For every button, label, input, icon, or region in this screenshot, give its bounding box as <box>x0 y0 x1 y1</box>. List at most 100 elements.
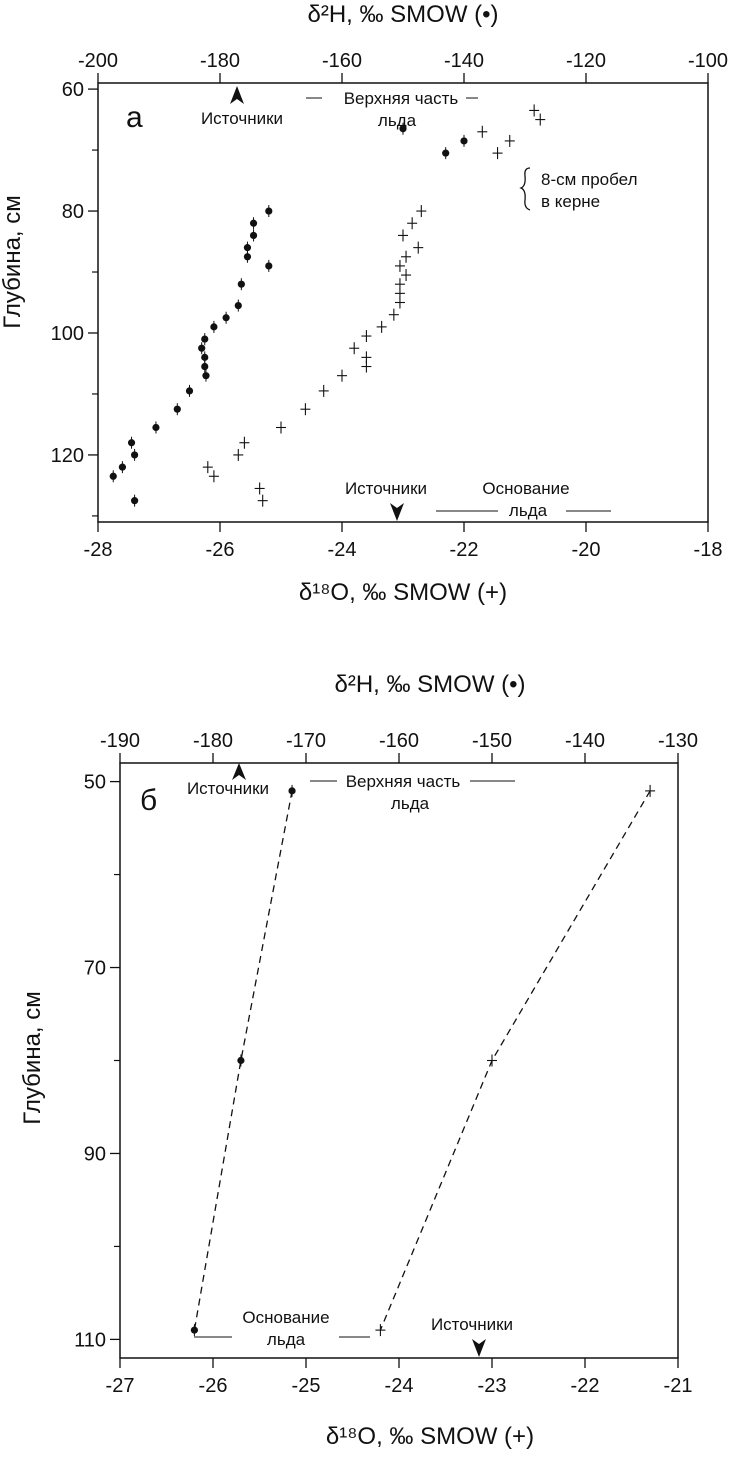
bottom-tick-label: -26 <box>206 539 235 561</box>
top-tick-label: -100 <box>688 50 728 72</box>
top-tick-label: -150 <box>472 730 512 752</box>
panel-b-ice-base-label-1: Основание <box>242 1308 329 1327</box>
dh-point <box>190 1326 198 1334</box>
panel-a-top-axis-title: δ²H, ‰ SMOW (•) <box>307 1 498 28</box>
do-point <box>407 217 418 230</box>
panel-b-ice-base-label-2: льда <box>267 1330 306 1349</box>
depth-tick-label: 70 <box>84 958 106 980</box>
panel-a-ice-top-label-2: льда <box>378 111 417 130</box>
do-point <box>300 403 311 416</box>
top-tick-label: -170 <box>286 730 326 752</box>
do-point <box>257 494 268 507</box>
do-point <box>337 369 347 382</box>
top-tick-label: -120 <box>566 50 606 72</box>
dh-point <box>460 137 468 145</box>
panel-a-ice-base-label-1: Основание <box>482 479 569 498</box>
panel-a-depth-axis-title: Глубина, см <box>0 195 26 329</box>
depth-tick-label: 120 <box>51 445 84 467</box>
panel-b-letter: б <box>140 784 157 817</box>
dh-point <box>201 353 209 361</box>
panel-a-core-gap-label-1: 8-см пробел <box>541 170 638 189</box>
do-point <box>361 330 372 343</box>
bottom-tick-label: -26 <box>199 1375 228 1397</box>
panel-b-sources-bottom-arrow-icon <box>472 1339 486 1357</box>
dh-point <box>249 231 258 240</box>
panel-b-data-points <box>190 784 656 1337</box>
do-point <box>401 269 412 282</box>
panel-a-bottom-axis-ticks: -28 -26 -24 -22 -20 -18 <box>84 522 723 561</box>
do-point <box>276 421 286 434</box>
do-point <box>413 241 424 254</box>
dh-point <box>173 405 181 413</box>
dh-point <box>265 207 273 215</box>
panel-b-sources-top-label: Источники <box>187 779 269 798</box>
top-tick-label: -160 <box>322 50 362 72</box>
bottom-tick-label: -27 <box>106 1375 135 1397</box>
do-point <box>416 205 427 218</box>
dh-point <box>237 1056 245 1065</box>
top-tick-label: -200 <box>78 50 118 72</box>
do-point <box>239 436 250 449</box>
depth-tick-label: 100 <box>51 323 84 345</box>
bottom-tick-label: -18 <box>694 539 723 561</box>
panel-b-top-axis-ticks: -190 -180 -170 -160 -150 -140 -130 <box>100 730 698 763</box>
dh-point <box>288 787 296 795</box>
panel-a-core-gap-label-2: в керне <box>541 192 600 211</box>
top-tick-label: -180 <box>193 730 233 752</box>
panel-b-top-axis-title: δ²H, ‰ SMOW (•) <box>334 671 525 698</box>
do-point <box>529 104 540 117</box>
do-point <box>375 1324 386 1337</box>
panel-a-sources-bottom-label: Источники <box>345 479 427 498</box>
panel-b-sources-top-arrow-icon <box>232 763 246 780</box>
do-point <box>398 229 408 242</box>
dh-point <box>243 244 252 252</box>
dh-point <box>185 387 194 395</box>
do-point <box>318 384 329 397</box>
do-point <box>349 342 360 355</box>
dh-point <box>222 314 230 322</box>
dh-point <box>202 372 210 380</box>
dh-point <box>131 497 139 505</box>
bottom-tick-label: -24 <box>328 539 357 561</box>
panel-a-letter: а <box>126 101 143 134</box>
top-tick-label: -130 <box>658 730 698 752</box>
top-tick-label: -190 <box>100 730 140 752</box>
depth-tick-label: 90 <box>84 1143 106 1165</box>
dh-point <box>109 472 117 480</box>
do-point <box>394 259 405 272</box>
dh-point <box>249 219 258 227</box>
panel-a-ice-top-label-1: Верхняя часть <box>344 89 459 108</box>
panel-a-data-points <box>109 104 546 507</box>
dh-point <box>442 149 450 157</box>
panel-b-bottom-axis-title: δ¹⁸O, ‰ SMOW (+) <box>326 1423 534 1450</box>
panel-b-bottom-axis-ticks: -27 -26 -25 -24 -23 -22 -21 <box>106 1358 692 1397</box>
bottom-tick-label: -23 <box>478 1375 507 1397</box>
dh-point <box>237 280 245 288</box>
bottom-tick-label: -20 <box>572 539 601 561</box>
panel-b-ice-top-label-1: Верхняя часть <box>346 772 461 791</box>
panel-b-depth-axis-title: Глубина, см <box>19 991 46 1125</box>
bottom-tick-label: -22 <box>450 539 479 561</box>
depth-tick-label: 50 <box>84 772 106 794</box>
panel-a-sources-top-arrow-icon <box>230 86 244 104</box>
dh-series-line <box>193 790 293 1331</box>
dh-point <box>265 262 273 270</box>
do-point <box>388 308 399 321</box>
do-point <box>401 250 412 263</box>
dh-point <box>210 323 218 331</box>
panel-b-depth-axis-ticks: 50 70 90 110 <box>74 772 120 1351</box>
panel-a-frame <box>97 82 709 523</box>
panel-b-dashed-lines <box>193 790 651 1331</box>
do-point <box>535 113 546 126</box>
panel-b-ice-top-label-2: льда <box>391 794 430 813</box>
do-point <box>504 134 515 147</box>
dh-point <box>152 423 160 432</box>
depth-tick-label: 80 <box>62 201 84 223</box>
dh-point <box>198 344 206 352</box>
do-point <box>208 470 219 483</box>
depth-tick-label: 110 <box>74 1329 106 1351</box>
panel-a-bottom-axis-title: δ¹⁸O, ‰ SMOW (+) <box>299 579 507 606</box>
dh-point <box>201 362 209 371</box>
dh-point <box>131 451 139 459</box>
